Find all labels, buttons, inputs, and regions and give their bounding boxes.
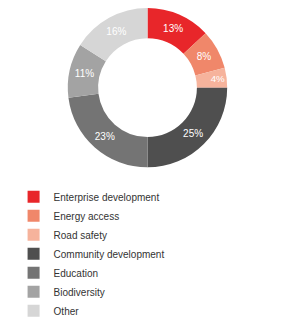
svg-text:Enterprise development: Enterprise development bbox=[54, 192, 160, 203]
svg-text:8%: 8% bbox=[197, 51, 212, 62]
svg-text:16%: 16% bbox=[106, 26, 126, 37]
svg-text:Community development: Community development bbox=[54, 249, 165, 260]
svg-text:Other: Other bbox=[54, 306, 80, 317]
svg-text:4%: 4% bbox=[211, 73, 225, 84]
svg-text:Energy access: Energy access bbox=[54, 211, 120, 222]
svg-text:Biodiversity: Biodiversity bbox=[54, 287, 105, 298]
svg-text:23%: 23% bbox=[95, 131, 115, 142]
svg-text:25%: 25% bbox=[183, 128, 203, 139]
svg-text:11%: 11% bbox=[75, 68, 94, 79]
svg-text:13%: 13% bbox=[163, 23, 183, 34]
svg-text:Road safety: Road safety bbox=[54, 230, 107, 241]
svg-text:Education: Education bbox=[54, 268, 98, 279]
